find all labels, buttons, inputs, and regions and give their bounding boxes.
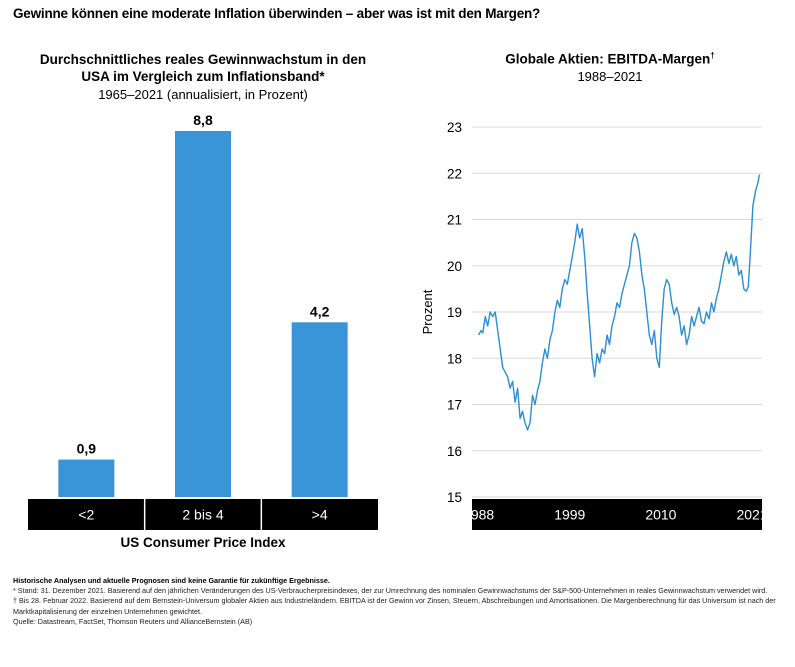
page-headline: Gewinne können eine moderate Inflation ü… (13, 6, 541, 21)
line-series-ebitda-margin (477, 174, 761, 431)
bar-category-label: >4 (312, 507, 328, 523)
footnote-source: Quelle: Datastream, FactSet, Thomson Reu… (13, 616, 253, 626)
line-chart-subtitle: 1988–2021 (577, 69, 643, 84)
bar-category-label: <2 (78, 507, 94, 523)
line-y-tick-label: 22 (447, 166, 462, 181)
bar-chart-title-line2: USA im Vergleich zum Inflationsband* (81, 69, 325, 84)
line-x-tick-label: 1999 (554, 507, 585, 523)
line-y-tick-label: 17 (447, 398, 462, 413)
footnotes: Historische Analysen und aktuelle Progno… (13, 576, 783, 627)
bar-value-label: 8,8 (193, 112, 213, 128)
bar-chart-subtitle: 1965–2021 (annualisiert, in Prozent) (98, 87, 308, 102)
bar-2 (175, 131, 231, 497)
line-chart-title-mark: † (710, 51, 715, 60)
line-y-tick-label: 19 (447, 305, 462, 320)
line-x-tick-label: 2021 (736, 507, 767, 523)
bar-1 (58, 459, 115, 497)
line-y-tick-label: 20 (447, 259, 462, 274)
line-y-tick-label: 16 (447, 444, 462, 459)
bar-category-band (28, 499, 378, 530)
line-y-axis-title: Prozent (420, 289, 435, 334)
bar-category-label: 2 bis 4 (182, 507, 223, 523)
footnote-note1: * Stand: 31. Dezember 2021. Basierend au… (13, 586, 768, 596)
line-x-axis-band (472, 499, 762, 530)
line-chart-title: Globale Aktien: EBITDA-Margen† (440, 51, 780, 67)
footnote-note2: † Bis 28. Februar 2022. Basierend auf de… (13, 596, 776, 616)
bar-value-label: 0,9 (77, 441, 97, 457)
line-y-tick-label: 21 (447, 213, 462, 228)
line-x-tick-label: 2010 (645, 507, 676, 523)
bar-chart-title-line1: Durchschnittliches reales Gewinnwachstum… (39, 52, 367, 67)
line-y-tick-label: 18 (447, 351, 462, 366)
bar-x-axis-title: US Consumer Price Index (120, 535, 286, 550)
line-y-tick-label: 23 (447, 120, 462, 135)
bar-3 (291, 322, 348, 497)
line-x-tick-label: 1988 (463, 507, 494, 523)
line-chart-title-text: Globale Aktien: EBITDA-Margen (505, 51, 711, 67)
bar-value-label: 4,2 (310, 303, 330, 319)
line-y-tick-label: 15 (447, 490, 462, 505)
footnote-disclaimer: Historische Analysen und aktuelle Progno… (13, 576, 330, 585)
